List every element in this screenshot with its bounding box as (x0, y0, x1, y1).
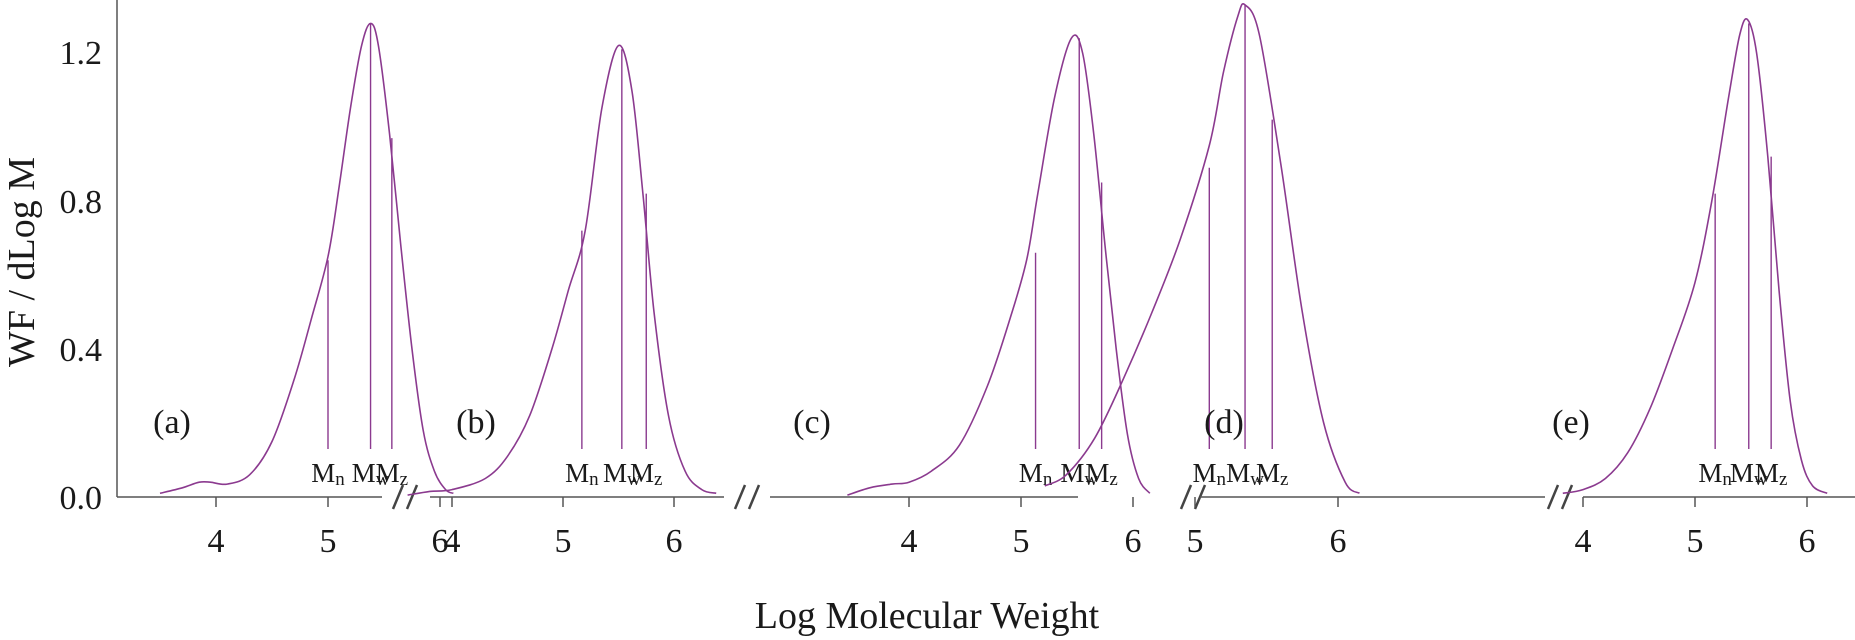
y-tick-label: 0.0 (60, 480, 103, 517)
x-tick-label: 6 (1799, 523, 1816, 560)
x-tick-label: 6 (1125, 523, 1142, 560)
marker-label-mw: Mw (1060, 458, 1098, 490)
x-tick-label: 5 (555, 523, 572, 560)
marker-label-mw: Mw (352, 458, 390, 490)
distribution-curve (1562, 18, 1828, 495)
x-axis-label: Log Molecular Weight (755, 595, 1100, 637)
marker-label-mn: Mn (311, 458, 345, 490)
marker-label-mz: Mz (376, 458, 408, 490)
x-tick-label: 4 (444, 523, 461, 560)
marker-label-mn: Mn (1193, 458, 1227, 490)
distribution-curve (159, 22, 454, 495)
x-tick-label: 6 (432, 523, 449, 560)
panel-label: (a) (153, 404, 191, 441)
marker-label-mn: Mn (1698, 458, 1732, 490)
marker-label-mw: Mw (1226, 458, 1264, 490)
marker-label-mn: Mn (565, 458, 599, 490)
y-axis-label: WF / dLog M (1, 157, 43, 367)
x-tick-label: 5 (1187, 523, 1204, 560)
distribution-curve (847, 34, 1151, 496)
panel-label: (b) (456, 404, 496, 441)
distribution-curve (407, 44, 717, 496)
marker-label-mw: Mw (603, 458, 641, 490)
x-tick-label: 5 (320, 523, 337, 560)
y-tick-label: 1.2 (60, 35, 103, 72)
x-tick-label: 4 (901, 523, 918, 560)
axis-break-mark (1179, 484, 1193, 510)
x-tick-label: 5 (1013, 523, 1030, 560)
axis-break-mark (1560, 484, 1574, 510)
marker-label-mn: Mn (1019, 458, 1053, 490)
marker-label-mz: Mz (1085, 458, 1117, 490)
axis-break-mark (391, 484, 405, 510)
panel-label: (e) (1552, 404, 1590, 441)
x-tick-label: 4 (208, 523, 225, 560)
axis-break-mark (733, 484, 747, 510)
distribution-curve (1044, 2, 1360, 495)
marker-label-mz: Mz (1256, 458, 1288, 490)
y-tick-label: 0.8 (60, 184, 103, 221)
panel-label: (d) (1204, 404, 1244, 441)
axis-break-mark (1546, 484, 1560, 510)
marker-label-mw: Mw (1730, 458, 1768, 490)
x-tick-label: 4 (1575, 523, 1592, 560)
panel-label: (c) (793, 404, 831, 441)
y-tick-label: 0.4 (60, 332, 103, 369)
x-tick-label: 6 (666, 523, 683, 560)
axis-break-mark (405, 484, 419, 510)
x-tick-label: 5 (1687, 523, 1704, 560)
axis-break-mark (747, 484, 761, 510)
x-tick-label: 6 (1330, 523, 1347, 560)
marker-label-mz: Mz (630, 458, 662, 490)
marker-label-mz: Mz (1755, 458, 1787, 490)
